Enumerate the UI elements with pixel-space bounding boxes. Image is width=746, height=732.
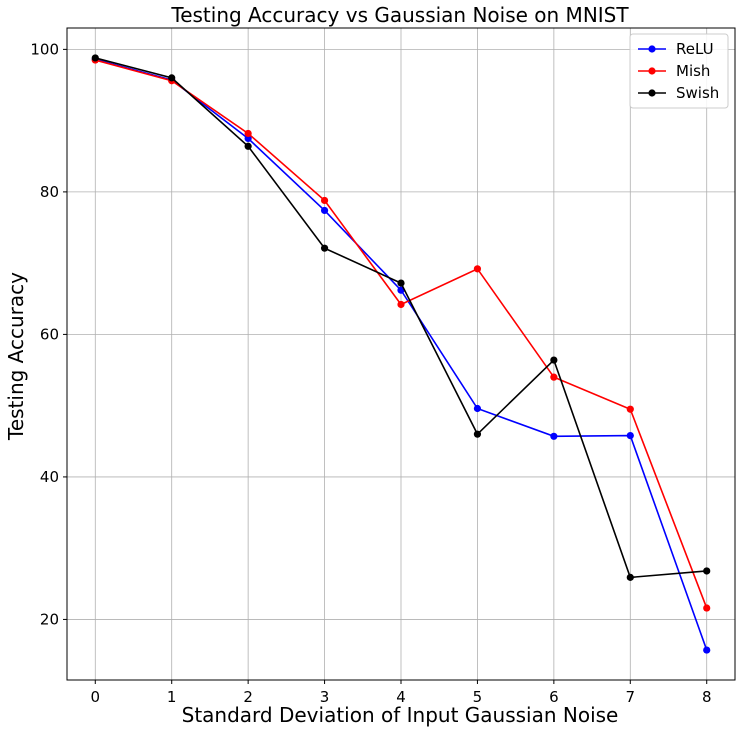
- data-point-mish: [473, 265, 482, 273]
- data-point-swish: [168, 74, 176, 82]
- x-tick-label: 3: [320, 688, 330, 706]
- grid: [67, 28, 735, 680]
- legend: ReLU Mish Swish: [629, 33, 729, 109]
- legend-box: [629, 33, 729, 109]
- x-axis-label: Standard Deviation of Input Gaussian Noi…: [182, 703, 619, 727]
- x-tick-label: 7: [626, 688, 636, 706]
- legend-marker: [648, 67, 656, 75]
- x-tick-label: 6: [549, 688, 559, 706]
- data-point-mish: [550, 373, 558, 381]
- x-tick-label: 0: [91, 688, 101, 706]
- data-point-swish: [550, 356, 558, 364]
- legend-label: Swish: [676, 84, 719, 102]
- data-point-swish: [626, 573, 634, 581]
- data-point-relu: [473, 404, 482, 413]
- data-point-swish: [703, 567, 711, 575]
- series-swish: [91, 54, 711, 581]
- x-tick-label: 2: [243, 688, 253, 706]
- data-point-relu: [703, 646, 711, 654]
- y-axis-label: Testing Accuracy: [4, 272, 28, 441]
- data-point-mish: [397, 300, 405, 309]
- y-tick-label: 80: [40, 183, 59, 201]
- data-point-swish: [397, 279, 405, 287]
- data-point-swish: [91, 54, 99, 62]
- data-point-mish: [244, 129, 252, 138]
- data-point-swish: [244, 142, 252, 150]
- legend-marker: [648, 89, 656, 97]
- data-point-relu: [244, 134, 252, 143]
- x-tick-label: 1: [167, 688, 177, 706]
- y-tick-label: 20: [40, 610, 59, 628]
- y-tick-label: 40: [40, 468, 59, 486]
- data-point-swish: [320, 244, 329, 252]
- axis-ticks: 0 1 2 3 4 5 6 7 8 20 40 60 80 100: [30, 40, 711, 706]
- legend-marker: [648, 45, 656, 53]
- y-tick-label: 60: [40, 325, 59, 343]
- series-group: [91, 54, 711, 654]
- x-tick-label: 8: [702, 688, 712, 706]
- data-point-relu: [626, 431, 634, 440]
- x-tick-label: 5: [473, 688, 483, 706]
- y-tick-label: 100: [30, 40, 59, 58]
- data-point-relu: [550, 432, 558, 440]
- legend-item-mish: Mish: [638, 62, 710, 80]
- legend-label: Mish: [676, 62, 710, 80]
- data-point-mish: [703, 604, 711, 612]
- data-point-mish: [626, 405, 634, 413]
- legend-item-relu: ReLU: [638, 40, 714, 58]
- chart-title: Testing Accuracy vs Gaussian Noise on MN…: [170, 3, 629, 27]
- legend-label: ReLU: [676, 40, 714, 58]
- data-point-mish: [320, 196, 329, 205]
- x-tick-label: 4: [396, 688, 406, 706]
- data-point-relu: [320, 206, 329, 215]
- data-point-swish: [473, 430, 482, 438]
- legend-item-swish: Swish: [638, 84, 719, 102]
